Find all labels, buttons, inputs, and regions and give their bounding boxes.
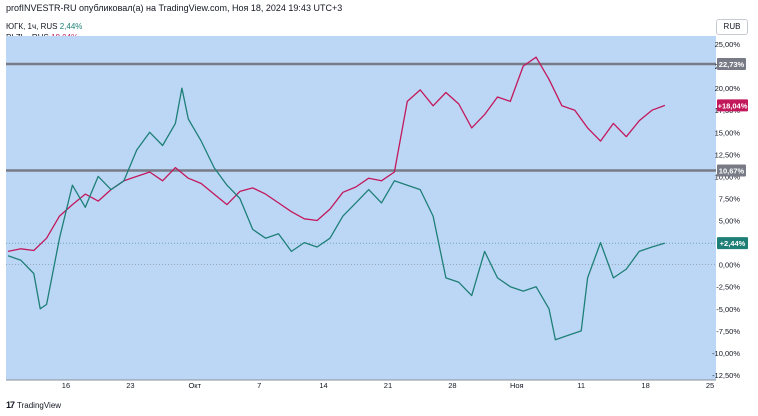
x-tick-label: 7 (257, 381, 261, 390)
y-tick-label: -12,50% (712, 371, 740, 380)
legend-item-ugk[interactable]: ЮГК, 1ч, RUS 2,44% (6, 21, 82, 32)
series-line (7, 87, 666, 341)
price-badge (717, 237, 748, 250)
footer-brand: TradingView (17, 400, 62, 410)
publish-header: profINVESTR-RU опубликовал(а) на Trading… (6, 3, 343, 13)
hline-badge (717, 164, 746, 177)
price-badge-label: +2,44% (720, 239, 746, 248)
x-tick-label: 25 (706, 381, 714, 390)
y-tick-label: 20,00% (715, 84, 741, 93)
y-tick-label: 7,50% (719, 194, 741, 203)
y-tick-label: 5,00% (719, 217, 741, 226)
x-tick-label: 16 (62, 381, 70, 390)
hline-badge-label: 10,67% (719, 166, 745, 175)
legend-name: ЮГК, 1ч, RUS (6, 22, 58, 31)
plot-background (6, 36, 716, 380)
currency-button[interactable]: RUB (716, 19, 748, 35)
x-tick-label: Ноя (510, 381, 524, 390)
y-tick-label: 10,00% (715, 172, 741, 181)
x-tick-label: 21 (384, 381, 392, 390)
legend-value: 2,44% (59, 22, 83, 31)
tradingview-logo-icon: 17 (6, 400, 15, 410)
y-tick-label: -2,50% (716, 283, 740, 292)
footer: 17 TradingView (6, 400, 61, 410)
y-tick-label: 0,00% (719, 261, 741, 270)
x-tick-label: Окт (188, 381, 201, 390)
y-tick-label: -5,00% (716, 305, 740, 314)
x-tick-label: 18 (641, 381, 649, 390)
x-tick-label: 11 (577, 381, 585, 390)
y-tick-label: 15,00% (715, 128, 741, 137)
price-badge-label: +18,04% (718, 101, 748, 110)
y-tick-label: 25,00% (715, 40, 741, 49)
x-tick-label: 23 (126, 381, 134, 390)
x-tick-label: 14 (319, 381, 327, 390)
y-tick-label: 12,50% (715, 150, 741, 159)
hline-badge-label: 22,73% (719, 60, 745, 69)
price-badge (717, 99, 748, 112)
hline-badge (717, 58, 746, 71)
y-tick-label: -7,50% (716, 327, 740, 336)
y-tick-label: -10,00% (712, 349, 740, 358)
x-tick-label: 28 (448, 381, 456, 390)
